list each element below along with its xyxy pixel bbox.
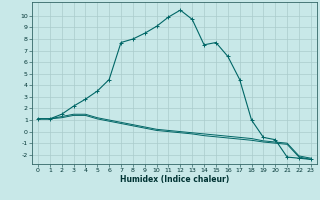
X-axis label: Humidex (Indice chaleur): Humidex (Indice chaleur) bbox=[120, 175, 229, 184]
